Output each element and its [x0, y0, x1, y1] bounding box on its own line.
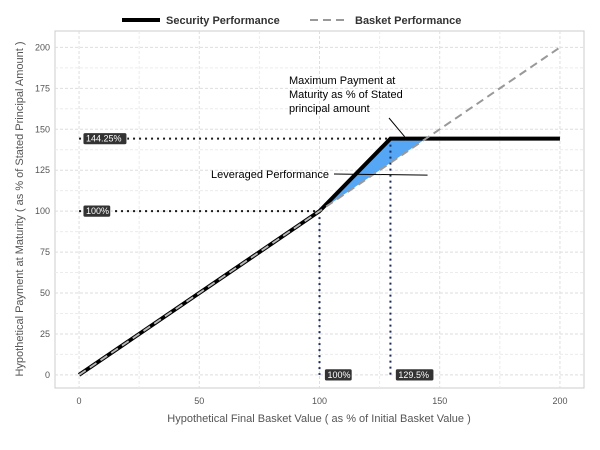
reference-lines	[79, 137, 392, 375]
y-tick-label: 125	[35, 165, 50, 175]
legend: Security Performance Basket Performance	[122, 15, 461, 27]
grid	[55, 31, 584, 388]
annotation-max-payment-line: principal amount	[289, 103, 370, 115]
y-tick-label: 175	[35, 83, 50, 93]
x-tick-label: 150	[432, 396, 447, 406]
value-badge	[82, 204, 112, 218]
value-badge-label: 100%	[328, 370, 351, 380]
value-badge-label: 144.25%	[86, 134, 122, 144]
value-badges: 144.25% 100% 100% 129.5%	[82, 132, 435, 382]
x-tick-label: 200	[552, 396, 567, 406]
y-tick-label: 25	[40, 329, 50, 339]
value-badge-label: 129.5%	[398, 370, 429, 380]
annotation-leveraged-performance: Leveraged Performance	[211, 169, 329, 181]
value-badge-label: 100%	[86, 206, 109, 216]
series-lines	[77, 46, 561, 377]
x-axis-title: Hypothetical Final Basket Value ( as % o…	[167, 413, 470, 425]
x-tick-label: 100	[312, 396, 327, 406]
annotation-max-payment-line: Maturity as % of Stated	[289, 89, 403, 101]
value-badge	[82, 132, 128, 146]
value-badge	[395, 368, 435, 382]
tick-labels: 0 50 100 150 200 0 25 50 75 100 125 150 175 200	[35, 42, 568, 406]
legend-label-basket: Basket Performance	[355, 15, 461, 27]
y-tick-label: 150	[35, 124, 50, 134]
y-tick-label: 0	[45, 370, 50, 380]
y-tick-label: 100	[35, 206, 50, 216]
y-tick-label: 75	[40, 247, 50, 257]
annotation-max-payment-pointer	[388, 117, 406, 137]
series-basket-overlap	[78, 210, 320, 376]
x-tick-label: 50	[194, 396, 204, 406]
y-tick-label: 50	[40, 288, 50, 298]
annotations: Maximum Payment at Maturity as % of State…	[211, 75, 428, 181]
legend-label-security: Security Performance	[166, 15, 280, 27]
annotation-leveraged-pointer	[333, 173, 428, 176]
annotation-max-payment-line: Maximum Payment at	[289, 75, 395, 87]
value-badge	[324, 368, 353, 382]
y-tick-label: 200	[35, 42, 50, 52]
y-axis-title: Hypothetical Payment at Maturity ( as % …	[14, 41, 26, 376]
x-tick-label: 0	[77, 396, 82, 406]
